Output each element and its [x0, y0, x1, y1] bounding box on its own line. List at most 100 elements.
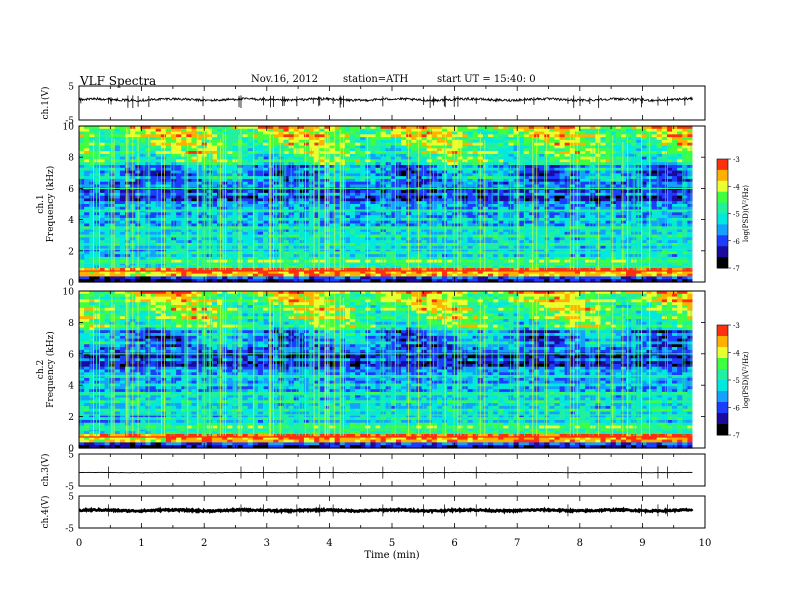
spectrogram-cell [411, 204, 418, 208]
spectrogram-cell [94, 162, 101, 166]
spectrogram-cell [242, 134, 249, 138]
spectrogram-cell [457, 128, 464, 133]
spectrogram-cell [585, 206, 591, 211]
spectrogram-cell [140, 128, 147, 133]
spectrogram-cell [217, 206, 223, 211]
spectrogram-cell [257, 128, 264, 133]
spectrogram-cell [99, 134, 106, 138]
spectrogram-cell [539, 145, 545, 149]
spectrogram-cell [580, 201, 586, 205]
spectrogram-cell [636, 128, 642, 133]
spectrogram-cell [528, 156, 535, 161]
spectrogram-cell [278, 209, 285, 213]
spectrogram-cell [508, 131, 515, 135]
spectrogram-cell [217, 170, 223, 174]
spectrogram-cell [610, 148, 617, 152]
spectrogram-cell [84, 148, 90, 152]
spectrogram-cell [119, 195, 126, 200]
spectrogram-cell [431, 231, 438, 236]
spectrogram-cell [247, 217, 254, 222]
spectrogram-cell [150, 201, 157, 205]
spectrogram-cell [666, 234, 673, 239]
spectrogram-cell [211, 206, 218, 211]
spectrogram-cell [344, 198, 351, 202]
spectrogram-cell [595, 181, 602, 186]
spectrogram-cell [564, 217, 571, 222]
spectrogram-cell [508, 192, 515, 197]
spectrogram-cell [472, 153, 479, 158]
spectrogram-cell [528, 195, 535, 200]
spectrogram-cell [268, 184, 274, 188]
spectrogram-cell [79, 159, 85, 163]
spectrogram-cell [273, 145, 279, 149]
spectrogram-cell [564, 156, 571, 161]
spectrogram-cell [426, 206, 433, 211]
spectrogram-cell [211, 173, 218, 177]
spectrogram-cell [380, 145, 387, 149]
spectrogram-cell [656, 231, 663, 236]
spectrogram-cell [426, 181, 433, 186]
spectrogram-cell [155, 153, 162, 158]
spectrogram-cell [385, 142, 392, 147]
spectrogram-cell [605, 190, 612, 194]
spectrogram-cell [370, 212, 377, 216]
spectrogram-cell [559, 195, 566, 200]
spectrogram-cell [360, 231, 366, 236]
spectrogram-cell [211, 145, 218, 149]
spectrogram-cell [360, 173, 366, 177]
spectrogram-cell [426, 192, 433, 197]
spectrogram-cell [217, 128, 223, 133]
spectrogram-cell [651, 195, 658, 200]
spectrogram-cell [370, 220, 377, 225]
spectrogram-cell [99, 173, 106, 177]
spectrogram-cell [503, 223, 510, 227]
spectrogram-cell [585, 153, 591, 158]
spectrogram-cell [344, 151, 351, 155]
spectrogram-cell [145, 217, 152, 222]
spectrogram-cell [319, 206, 325, 211]
spectrogram-cell [303, 178, 310, 183]
spectrogram-cell [656, 167, 663, 172]
spectrogram-cell [631, 223, 637, 227]
spectrogram-cell [447, 226, 453, 230]
spectrogram-cell [298, 151, 305, 155]
spectrogram-cell [99, 139, 106, 144]
spectrogram-cell [375, 145, 382, 149]
spectrogram-cell [631, 237, 637, 241]
spectrogram-cell [605, 226, 612, 230]
spectrogram-cell [487, 206, 494, 211]
spectrogram-cell [217, 229, 223, 233]
spectrogram-cell [257, 178, 264, 183]
spectrogram-cell [395, 159, 402, 163]
spectrogram-cell [196, 229, 203, 233]
spectrogram-cell [600, 190, 607, 194]
spectrogram-cell [580, 206, 586, 211]
spectrogram-cell [431, 204, 438, 208]
spectrogram-cell [672, 209, 678, 213]
spectrogram-cell [247, 131, 254, 135]
spectrogram-cell [278, 151, 285, 155]
spectrogram-cell [191, 153, 198, 158]
spectrogram-cell [79, 192, 85, 197]
spectrogram-cell [595, 156, 602, 161]
spectrogram-cell [610, 176, 617, 180]
spectrogram-cell [268, 212, 274, 216]
spectrogram-cell [303, 142, 310, 147]
spectrogram-cell [211, 151, 218, 155]
spectrogram-cell [370, 198, 377, 202]
spectrogram-cell [181, 134, 187, 138]
spectrogram-cell [411, 148, 418, 152]
spectrogram-cell [590, 131, 596, 135]
spectrogram-cell [447, 151, 453, 155]
spectrogram-cell [677, 234, 683, 239]
spectrogram-cell [155, 212, 162, 216]
spectrogram-cell [528, 139, 535, 144]
spectrogram-cell [257, 151, 264, 155]
spectrogram-cell [145, 178, 152, 183]
spectrogram-cell [89, 192, 95, 197]
spectrogram-cell [406, 142, 412, 147]
spectrogram-cell [309, 128, 315, 133]
spectrogram-cell [605, 212, 612, 216]
spectrogram-cell [181, 173, 187, 177]
spectrogram-cell [523, 223, 530, 227]
